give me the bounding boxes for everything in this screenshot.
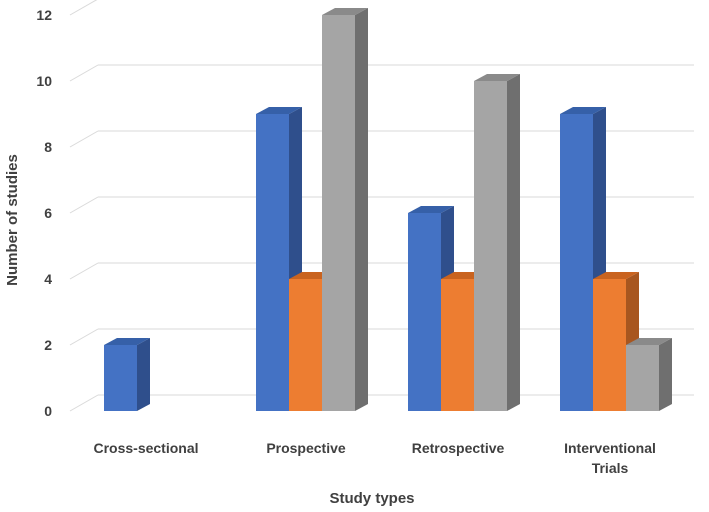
bar-front — [256, 114, 289, 411]
x-category-label: Cross-sectional — [93, 440, 198, 456]
gridline-diagonal — [69, 196, 99, 214]
x-category-label: Retrospective — [412, 440, 505, 456]
bar-front — [408, 213, 441, 411]
bar-side — [507, 74, 520, 411]
x-axis-categories: Cross-sectional Prospective Retrospective I… — [93, 440, 655, 476]
bar-top — [322, 8, 368, 15]
y-tick-label: 2 — [44, 337, 52, 353]
bar-top — [474, 74, 520, 81]
bar-top — [560, 107, 606, 114]
bar-front — [626, 345, 659, 411]
gridline-diagonal — [69, 262, 99, 280]
bar-front — [474, 81, 507, 411]
gridline-diagonal — [69, 328, 99, 346]
y-tick-label: 4 — [44, 271, 52, 287]
bar-front — [441, 279, 474, 411]
bar — [626, 338, 672, 411]
y-tick-label: 10 — [36, 73, 52, 89]
bar-side — [355, 8, 368, 411]
bar-front — [560, 114, 593, 411]
y-axis-ticks: 0 2 4 6 8 10 12 — [36, 7, 52, 419]
bars — [104, 8, 672, 411]
gridline-diagonal — [69, 0, 98, 16]
bar-side — [137, 338, 150, 411]
bar-front — [104, 345, 137, 411]
y-tick-label: 0 — [44, 403, 52, 419]
bar — [322, 8, 368, 411]
gridline-diagonal — [69, 130, 99, 148]
y-axis-title: Number of studies — [4, 154, 21, 286]
bar-top — [408, 206, 454, 213]
bar-top — [593, 272, 639, 279]
bar-front — [289, 279, 322, 411]
bar-top — [626, 338, 672, 345]
x-category-label: Prospective — [266, 440, 346, 456]
y-tick-label: 8 — [44, 139, 52, 155]
gridline-diagonal — [69, 64, 99, 82]
bar-top — [256, 107, 302, 114]
bar-side — [659, 338, 672, 411]
bar — [104, 338, 150, 411]
bar-top — [104, 338, 150, 345]
bar-front — [593, 279, 626, 411]
x-category-label: Interventional Trials — [564, 440, 656, 476]
x-axis-title: Study types — [329, 490, 414, 507]
y-tick-label: 6 — [44, 205, 52, 221]
gridline-diagonal — [69, 394, 99, 412]
y-tick-label: 12 — [36, 7, 52, 23]
bar-front — [322, 15, 355, 411]
bar — [474, 74, 520, 411]
